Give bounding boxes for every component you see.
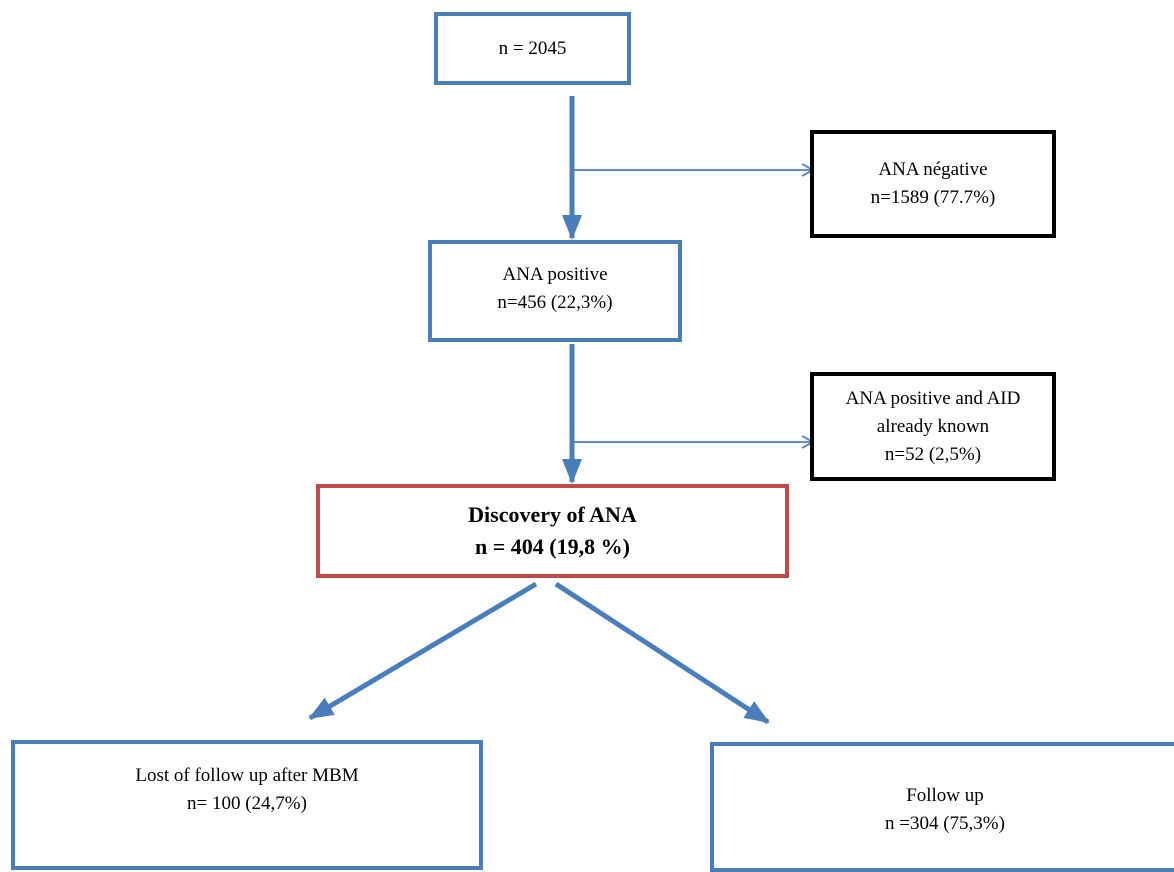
lost-follow-up-box: Lost of follow up after MBM n= 100 (24,7… <box>11 740 483 870</box>
aid-known-label-line2: already known <box>876 415 990 437</box>
ana-negative-count: n=1589 (77.7%) <box>870 187 996 208</box>
ana-positive-box: ANA positive n=456 (22,3%) <box>428 240 682 342</box>
discovery-count: n = 404 (19,8 %) <box>475 534 630 559</box>
ana-positive-count: n=456 (22,3%) <box>497 292 613 313</box>
total-box: n = 2045 <box>434 12 631 85</box>
ana-negative-label: ANA négative <box>878 159 988 180</box>
discovery-box: Discovery of ANA n = 404 (19,8 %) <box>316 484 789 578</box>
aid-known-label-line1: ANA positive and AID <box>845 387 1021 409</box>
follow-up-box: Follow up n =304 (75,3%) <box>710 742 1174 872</box>
lost-follow-up-count: n= 100 (24,7%) <box>187 793 307 814</box>
follow-up-label: Follow up <box>906 785 984 806</box>
arrow-discovery-to-follow-up <box>554 581 770 725</box>
arrow-discovery-to-lost <box>308 581 538 721</box>
discovery-label: Discovery of ANA <box>468 502 637 527</box>
ana-positive-label: ANA positive <box>502 264 608 285</box>
total-count: n = 2045 <box>498 37 567 59</box>
ana-negative-box: ANA négative n=1589 (77.7%) <box>810 130 1056 238</box>
lost-follow-up-label: Lost of follow up after MBM <box>135 765 359 786</box>
follow-up-count: n =304 (75,3%) <box>885 813 1005 834</box>
aid-known-box: ANA positive and AID already known n=52 … <box>810 372 1056 481</box>
aid-known-count: n=52 (2,5%) <box>884 443 982 465</box>
